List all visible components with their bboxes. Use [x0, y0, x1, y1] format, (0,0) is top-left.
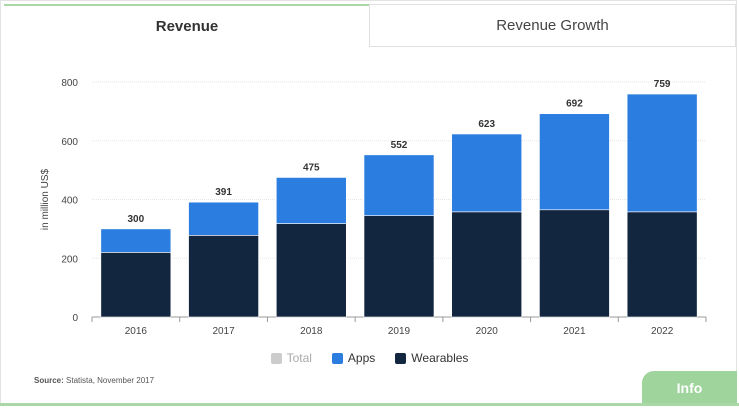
source-label: Source: — [34, 376, 64, 385]
x-tick-label: 2021 — [563, 326, 586, 337]
data-label-total: 552 — [391, 140, 408, 151]
source-text: Statista, November 2017 — [66, 376, 155, 385]
legend-item-wearables[interactable]: Wearables — [395, 351, 468, 365]
data-label-total: 475 — [303, 162, 320, 173]
x-tick-label: 2018 — [300, 326, 323, 337]
chart-legend: Total Apps Wearables — [0, 351, 739, 365]
legend-swatch-wearables — [395, 352, 407, 364]
data-label-total: 759 — [654, 79, 671, 90]
bar-apps-2018 — [275, 177, 347, 224]
x-tick-label: 2017 — [212, 326, 235, 337]
y-tick-label: 400 — [61, 196, 78, 207]
y-tick-label: 800 — [61, 78, 78, 89]
y-tick-label: 0 — [72, 313, 78, 324]
bar-wearables-2020 — [451, 211, 523, 318]
source-note: Source: Statista, November 2017 — [34, 376, 154, 385]
revenue-chart: 0 200 400 600 800 in million US$ 300 2016 391 201… — [40, 78, 707, 337]
tab-revenue-growth[interactable]: Revenue Growth — [369, 4, 736, 47]
y-axis-label: in million US$ — [40, 168, 51, 230]
legend-item-apps[interactable]: Apps — [331, 351, 376, 365]
legend-item-total[interactable]: Total — [270, 351, 312, 365]
legend-label-apps: Apps — [347, 351, 376, 365]
tab-revenue[interactable]: Revenue — [4, 4, 370, 47]
bar-wearables-2019 — [363, 215, 435, 318]
data-label-total: 692 — [566, 99, 583, 110]
x-tick-label: 2020 — [476, 326, 499, 337]
bar-wearables-2022 — [626, 211, 698, 318]
bar-apps-2022 — [626, 93, 698, 213]
bar-apps-2017 — [188, 201, 259, 236]
data-label-total: 300 — [128, 214, 145, 225]
data-label-total: 391 — [215, 187, 232, 198]
bar-apps-2021 — [539, 113, 610, 211]
x-tick-label: 2016 — [125, 326, 148, 337]
y-tick-label: 200 — [61, 254, 78, 265]
bottom-accent-line — [0, 403, 739, 406]
legend-label-total: Total — [286, 351, 312, 365]
bar-wearables-2016 — [100, 252, 172, 318]
tab-bar: Revenue Revenue Growth — [0, 0, 737, 47]
legend-swatch-total — [270, 352, 282, 364]
y-tick-label: 600 — [61, 137, 78, 148]
x-tick-label: 2022 — [651, 326, 674, 337]
legend-swatch-apps — [331, 352, 343, 364]
x-tick-label: 2019 — [388, 326, 411, 337]
bar-apps-2020 — [451, 133, 523, 213]
data-label-total: 623 — [478, 119, 495, 130]
info-button[interactable]: Info — [642, 371, 737, 405]
bar-apps-2016 — [100, 228, 172, 253]
bar-apps-2019 — [363, 154, 435, 216]
legend-label-wearables: Wearables — [411, 351, 469, 365]
bar-wearables-2017 — [188, 235, 259, 318]
bar-wearables-2018 — [275, 223, 347, 318]
bar-wearables-2021 — [539, 209, 610, 318]
